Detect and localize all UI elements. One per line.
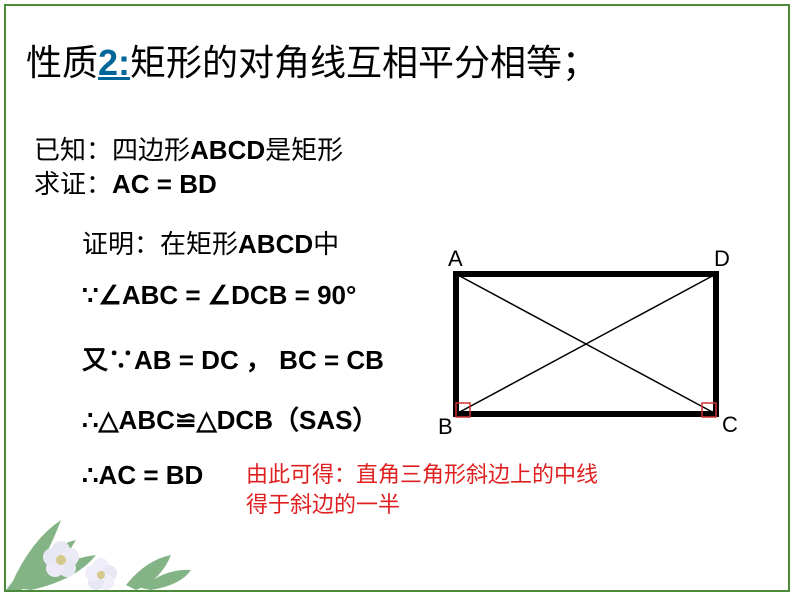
- proof-step4: ∴AC = BD: [82, 460, 203, 491]
- proof-step3: ∴△ABC≌△DCB（SAS）: [82, 400, 378, 437]
- title-rest: 矩形的对角线互相平分相等；: [130, 42, 598, 83]
- proof-intro-label: 证明：: [82, 230, 160, 259]
- given-suffix: 是矩形: [265, 135, 343, 165]
- title-prefix: 性质: [26, 42, 98, 83]
- proof-intro-suffix: 中: [313, 230, 339, 259]
- rectangle-diagram: A D B C: [436, 254, 736, 444]
- leaves-icon: [6, 520, 191, 590]
- flowers-icon: [43, 541, 117, 590]
- label-d: D: [714, 246, 730, 272]
- diagram-svg: [436, 254, 736, 444]
- title-link: 2:: [98, 42, 130, 83]
- slide-frame: 性质2:矩形的对角线互相平分相等； 已知：四边形ABCD是矩形 求证：AC = …: [4, 4, 790, 592]
- conclusion: 由此可得：直角三角形斜边上的中线 得于斜边的一半: [246, 460, 598, 519]
- given-block: 已知：四边形ABCD是矩形 求证：AC = BD: [34, 134, 343, 202]
- label-a: A: [448, 246, 463, 272]
- label-c: C: [722, 412, 738, 438]
- conclusion-line2: 得于斜边的一半: [246, 490, 598, 520]
- conclusion-line1: 由此可得：直角三角形斜边上的中线: [246, 460, 598, 490]
- prove-label: 求证：: [34, 169, 112, 199]
- prove-eq: AC = BD: [112, 169, 217, 199]
- proof-step2: 又∵AB = DC ， BC = CB: [82, 340, 384, 377]
- given-text: 四边形: [112, 135, 190, 165]
- proof-step1: ∵∠ABC = ∠DCB = 90°: [82, 280, 356, 311]
- given-line2: 求证：AC = BD: [34, 168, 343, 202]
- proof-intro-text: 在矩形: [160, 230, 238, 259]
- proof-intro-abcd: ABCD: [238, 229, 313, 259]
- given-label: 已知：: [34, 135, 112, 165]
- slide-title: 性质2:矩形的对角线互相平分相等；: [26, 34, 598, 86]
- given-abcd: ABCD: [190, 135, 265, 165]
- given-line1: 已知：四边形ABCD是矩形: [34, 134, 343, 168]
- proof-intro: 证明：在矩形ABCD中: [82, 224, 339, 261]
- corner-decor: [6, 410, 206, 590]
- label-b: B: [438, 414, 453, 440]
